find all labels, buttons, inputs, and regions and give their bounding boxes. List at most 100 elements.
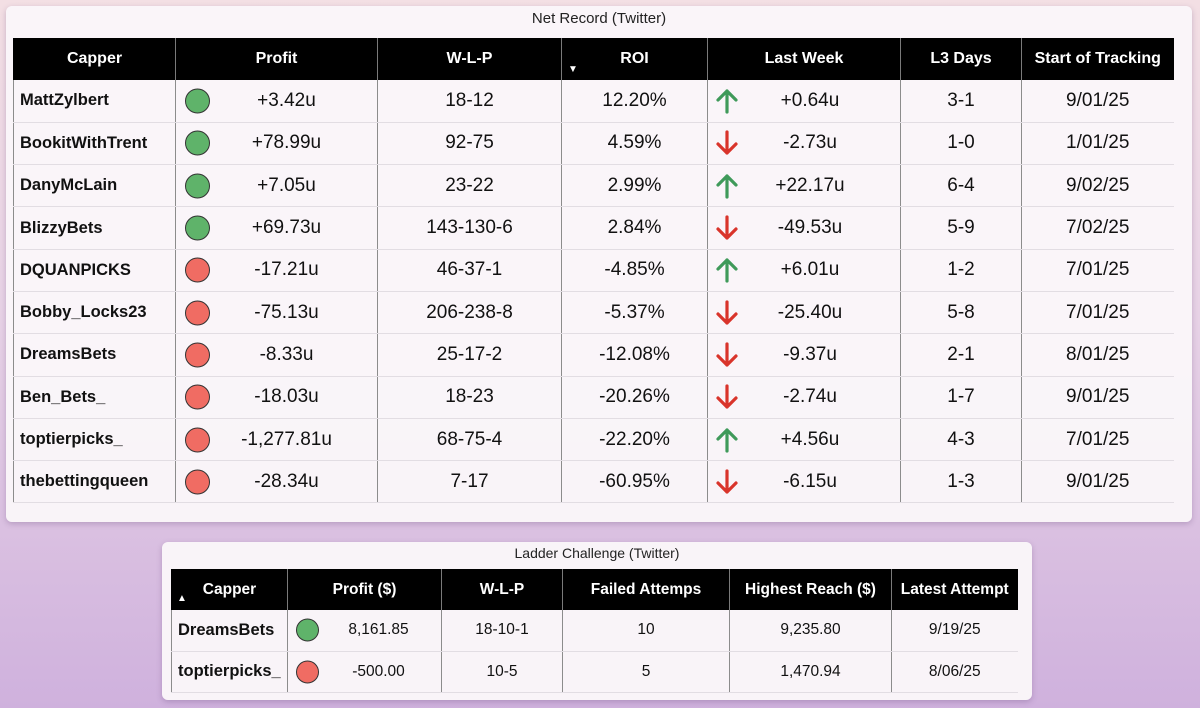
col-header-profit[interactable]: Profit — [175, 38, 378, 80]
l3-days-value: 5-8 — [900, 291, 1022, 335]
capper-name: DanyMcLain — [13, 164, 176, 208]
last-week-cell: +6.01u — [707, 249, 901, 292]
last-week-value: -25.40u — [777, 301, 843, 323]
ladder-col-header-highest-reach[interactable]: Highest Reach ($) — [729, 569, 892, 610]
profit-value: +78.99u — [251, 132, 322, 154]
start-date-value: 9/02/25 — [1021, 164, 1174, 208]
capper-name: toptierpicks_ — [13, 418, 176, 462]
roi-value: -20.26% — [561, 376, 708, 419]
sort-ascending-icon[interactable]: ▲ — [177, 593, 187, 604]
roi-value: 2.99% — [561, 164, 708, 208]
arrow-up-icon — [716, 258, 738, 283]
profit-cell: -1,277.81u — [175, 418, 378, 462]
ladder-header-row: Capper ▲ Profit ($) W-L-P Failed Attemps… — [171, 569, 1018, 610]
table-row[interactable]: DreamsBets 8,161.85 18-10-1 10 9,235.80 9/19/… — [171, 610, 1018, 652]
wlp-value: 18-10-1 — [441, 610, 563, 652]
arrow-down-icon — [716, 469, 738, 494]
roi-value: 12.20% — [561, 80, 708, 123]
last-week-cell: +4.56u — [707, 418, 901, 462]
capper-name: Bobby_Locks23 — [13, 291, 176, 335]
roi-value: -22.20% — [561, 418, 708, 462]
l3-days-value: 3-1 — [900, 80, 1022, 123]
capper-name: DQUANPICKS — [13, 249, 176, 292]
col-header-start-of-tracking[interactable]: Start of Tracking — [1021, 38, 1174, 80]
last-week-cell: -2.74u — [707, 376, 901, 419]
ladder-col-header-capper[interactable]: Capper ▲ — [171, 569, 288, 610]
wlp-value: 68-75-4 — [377, 418, 562, 462]
l3-days-value: 1-0 — [900, 122, 1022, 166]
profit-value: -1,277.81u — [241, 428, 332, 450]
ladder-col-header-latest-attempt[interactable]: Latest Attempt — [891, 569, 1018, 610]
profit-cell: -17.21u — [175, 249, 378, 292]
ladder-col-header-profit[interactable]: Profit ($) — [287, 569, 442, 610]
profit-cell: -75.13u — [175, 291, 378, 335]
col-header-wlp[interactable]: W-L-P — [377, 38, 562, 80]
start-date-value: 1/01/25 — [1021, 122, 1174, 166]
col-header-l3-days[interactable]: L3 Days — [900, 38, 1022, 80]
wlp-value: 18-23 — [377, 376, 562, 419]
last-week-value: -49.53u — [777, 217, 843, 239]
l3-days-value: 4-3 — [900, 418, 1022, 462]
green-status-dot-icon — [185, 88, 210, 114]
green-status-dot-icon — [185, 130, 210, 156]
start-date-value: 8/01/25 — [1021, 333, 1174, 377]
green-status-dot-icon — [185, 215, 210, 241]
net-record-table: Capper Profit W-L-P ROI ▼ Last Week L3 D… — [13, 38, 1174, 504]
table-row[interactable]: MattZylbert +3.42u 18-12 12.20% +0.64u 3-1 9/0… — [13, 80, 1174, 123]
green-status-dot-icon — [185, 173, 210, 199]
ladder-col-header-failed-attempts[interactable]: Failed Attemps — [562, 569, 730, 610]
failed-attempts-value: 10 — [562, 610, 730, 652]
capper-name: BlizzyBets — [13, 206, 176, 250]
wlp-value: 46-37-1 — [377, 249, 562, 292]
roi-value: -5.37% — [561, 291, 708, 335]
last-week-cell: -2.73u — [707, 122, 901, 166]
arrow-down-icon — [716, 300, 738, 325]
profit-value: -500.00 — [352, 662, 405, 680]
table-row[interactable]: BlizzyBets +69.73u 143-130-6 2.84% -49.53u 5-… — [13, 206, 1174, 250]
ladder-challenge-table: Capper ▲ Profit ($) W-L-P Failed Attemps… — [171, 569, 1018, 693]
table-row[interactable]: DanyMcLain +7.05u 23-22 2.99% +22.17u 6-4 9/02… — [13, 164, 1174, 208]
col-header-capper[interactable]: Capper — [13, 38, 176, 80]
arrow-up-icon — [716, 427, 738, 453]
ladder-challenge-panel: Ladder Challenge (Twitter) Capper ▲ Prof… — [162, 542, 1032, 700]
l3-days-value: 5-9 — [900, 206, 1022, 250]
arrow-up-icon — [716, 89, 738, 114]
wlp-value: 206-238-8 — [377, 291, 562, 335]
profit-cell: +3.42u — [175, 80, 378, 123]
red-status-dot-icon — [185, 469, 210, 495]
start-date-value: 7/01/25 — [1021, 291, 1174, 335]
start-date-value: 7/02/25 — [1021, 206, 1174, 250]
table-row[interactable]: thebettingqueen -28.34u 7-17 -60.95% -6.15u 1… — [13, 460, 1174, 504]
ladder-col-header-wlp[interactable]: W-L-P — [441, 569, 563, 610]
l3-days-value: 6-4 — [900, 164, 1022, 208]
arrow-down-icon — [716, 215, 738, 240]
profit-cell: +78.99u — [175, 122, 378, 166]
red-status-dot-icon — [185, 300, 210, 326]
roi-value: -60.95% — [561, 460, 708, 504]
start-date-value: 9/01/25 — [1021, 376, 1174, 419]
l3-days-value: 1-3 — [900, 460, 1022, 504]
table-row[interactable]: toptierpicks_ -1,277.81u 68-75-4 -22.20% +4.… — [13, 418, 1174, 462]
table-row[interactable]: Bobby_Locks23 -75.13u 206-238-8 -5.37% -25.4… — [13, 291, 1174, 335]
col-header-last-week[interactable]: Last Week — [707, 38, 901, 80]
sort-descending-icon[interactable]: ▼ — [568, 64, 578, 75]
profit-value: -18.03u — [254, 386, 319, 408]
last-week-value: +22.17u — [775, 174, 845, 196]
table-row[interactable]: toptierpicks_ -500.00 10-5 5 1,470.94 8/06/25 — [171, 651, 1018, 693]
red-status-dot-icon — [185, 342, 210, 368]
table-row[interactable]: DreamsBets -8.33u 25-17-2 -12.08% -9.37u 2-1 8… — [13, 333, 1174, 377]
last-week-value: -9.37u — [783, 343, 837, 365]
wlp-value: 10-5 — [441, 651, 563, 693]
wlp-value: 143-130-6 — [377, 206, 562, 250]
profit-cell: -18.03u — [175, 376, 378, 419]
red-status-dot-icon — [185, 427, 210, 453]
ladder-challenge-title: Ladder Challenge (Twitter) — [514, 545, 680, 561]
arrow-down-icon — [716, 342, 738, 367]
roi-value: -4.85% — [561, 249, 708, 292]
col-header-roi[interactable]: ROI ▼ — [561, 38, 708, 80]
arrow-down-icon — [716, 130, 738, 156]
table-row[interactable]: DQUANPICKS -17.21u 46-37-1 -4.85% +6.01u 1-2 7… — [13, 249, 1174, 292]
table-row[interactable]: Ben_Bets_ -18.03u 18-23 -20.26% -2.74u 1-7 9/0… — [13, 376, 1174, 419]
roi-value: 4.59% — [561, 122, 708, 166]
table-row[interactable]: BookitWithTrent +78.99u 92-75 4.59% -2.73u 1-… — [13, 122, 1174, 166]
